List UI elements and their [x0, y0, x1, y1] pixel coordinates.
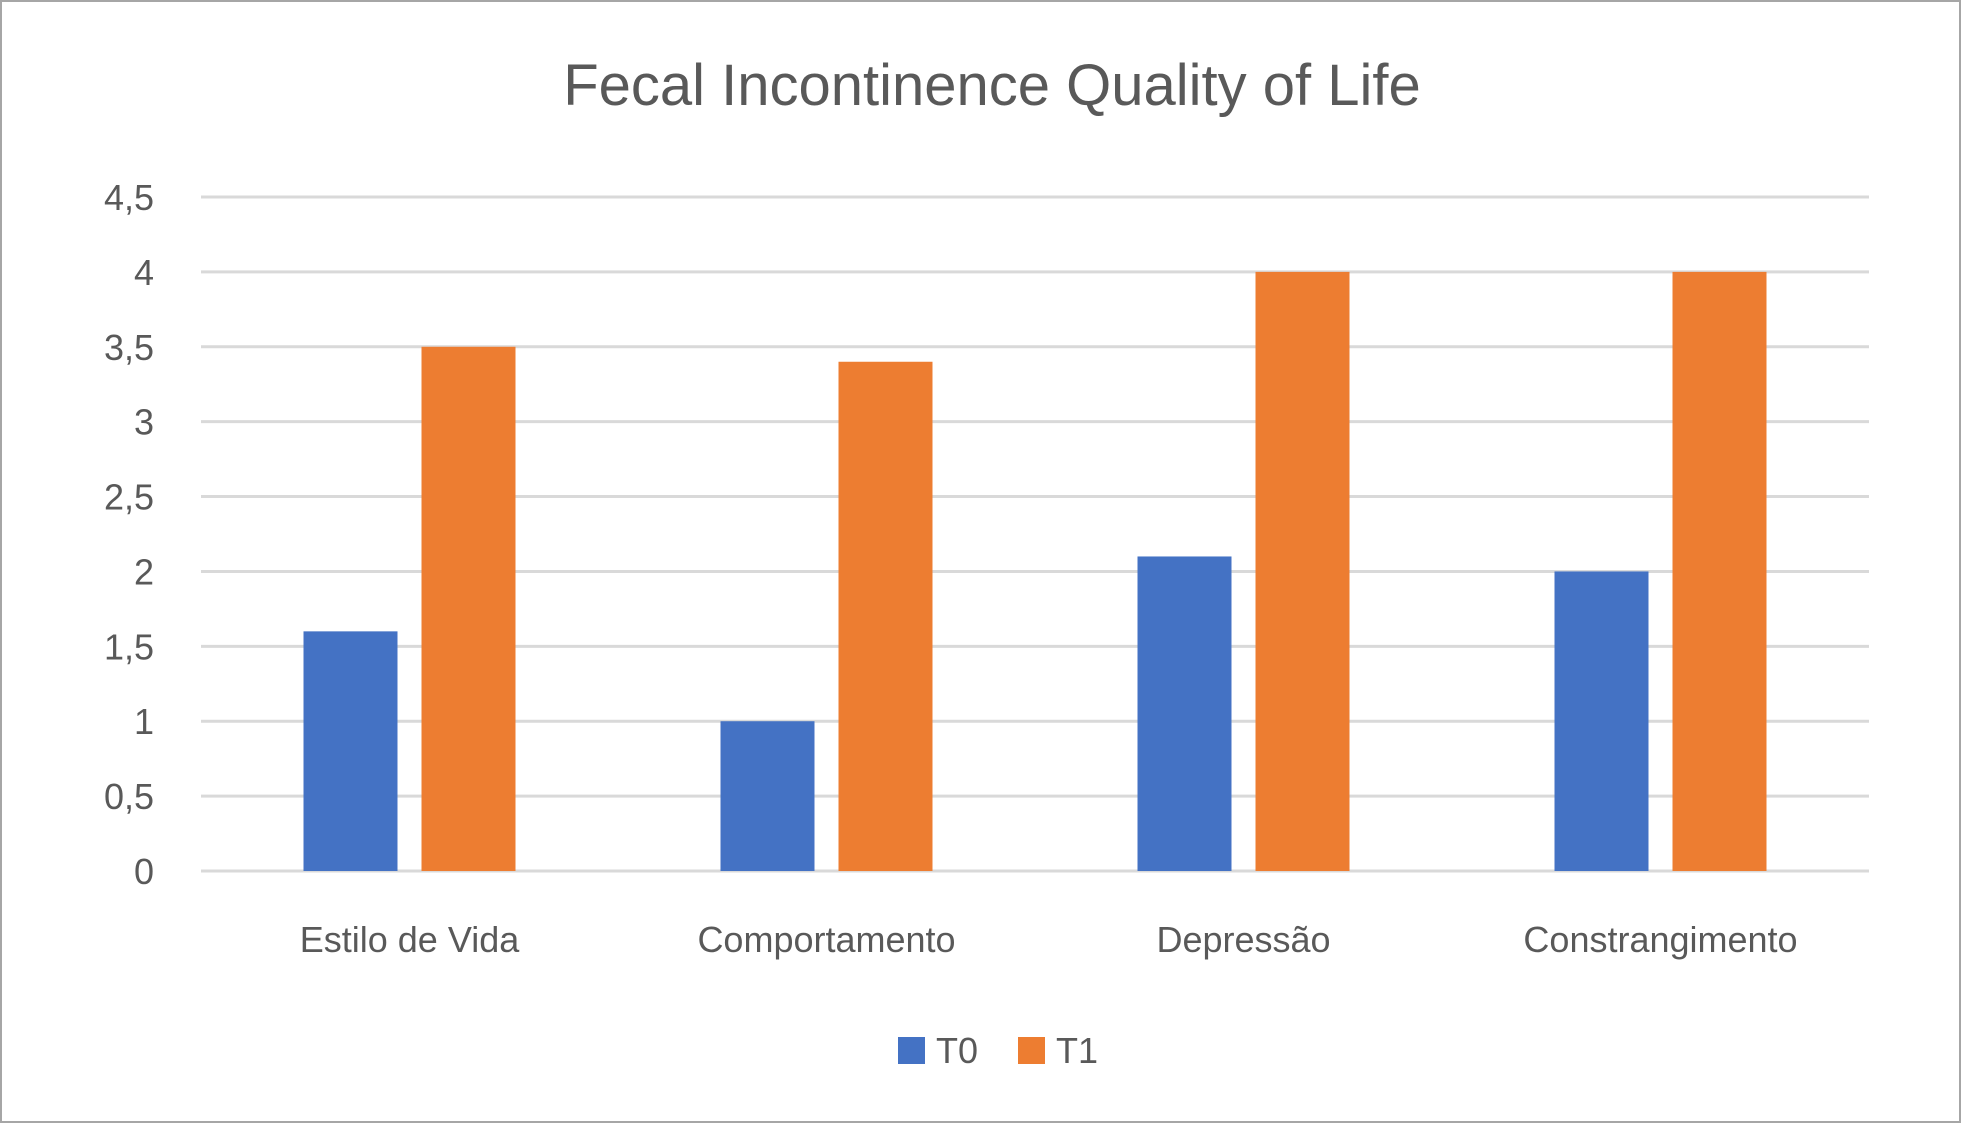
bars — [303, 271, 1767, 871]
x-axis-category-labels: Estilo de Vida Comportamento Depressão Cons… — [300, 919, 1798, 960]
bar-t0-1 — [720, 721, 815, 871]
y-tick-label: 0,5 — [104, 776, 154, 817]
chart-title: Fecal Incontinence Quality of Life — [563, 53, 1421, 118]
y-tick-label: 4,5 — [104, 177, 154, 218]
bar-t1-3 — [1672, 271, 1767, 871]
legend-swatch-t0 — [898, 1037, 925, 1064]
bar-t0-2 — [1137, 556, 1232, 871]
legend-swatch-t1 — [1018, 1037, 1045, 1064]
legend-label-t0: T0 — [936, 1030, 978, 1071]
y-tick-label: 0 — [134, 851, 154, 892]
legend: T0 T1 — [898, 1030, 1098, 1071]
y-axis-tick-labels: 0 0,5 1 1,5 2 2,5 3 3,5 4 4,5 — [104, 177, 154, 892]
y-tick-label: 2,5 — [104, 477, 154, 518]
x-category-label: Estilo de Vida — [300, 919, 520, 960]
bar-t1-2 — [1255, 271, 1350, 871]
bar-t1-1 — [838, 361, 933, 871]
y-tick-label: 1,5 — [104, 626, 154, 667]
x-category-label: Depressão — [1156, 919, 1330, 960]
bar-t0-3 — [1554, 571, 1649, 871]
x-category-label: Comportamento — [697, 919, 955, 960]
legend-label-t1: T1 — [1056, 1030, 1098, 1071]
y-tick-label: 3,5 — [104, 327, 154, 368]
bar-t0-0 — [303, 631, 398, 871]
y-tick-label: 2 — [134, 551, 154, 592]
bar-t1-0 — [421, 346, 516, 871]
x-category-label: Constrangimento — [1523, 919, 1797, 960]
y-tick-label: 4 — [134, 252, 154, 293]
y-tick-label: 3 — [134, 402, 154, 443]
y-tick-label: 1 — [134, 701, 154, 742]
